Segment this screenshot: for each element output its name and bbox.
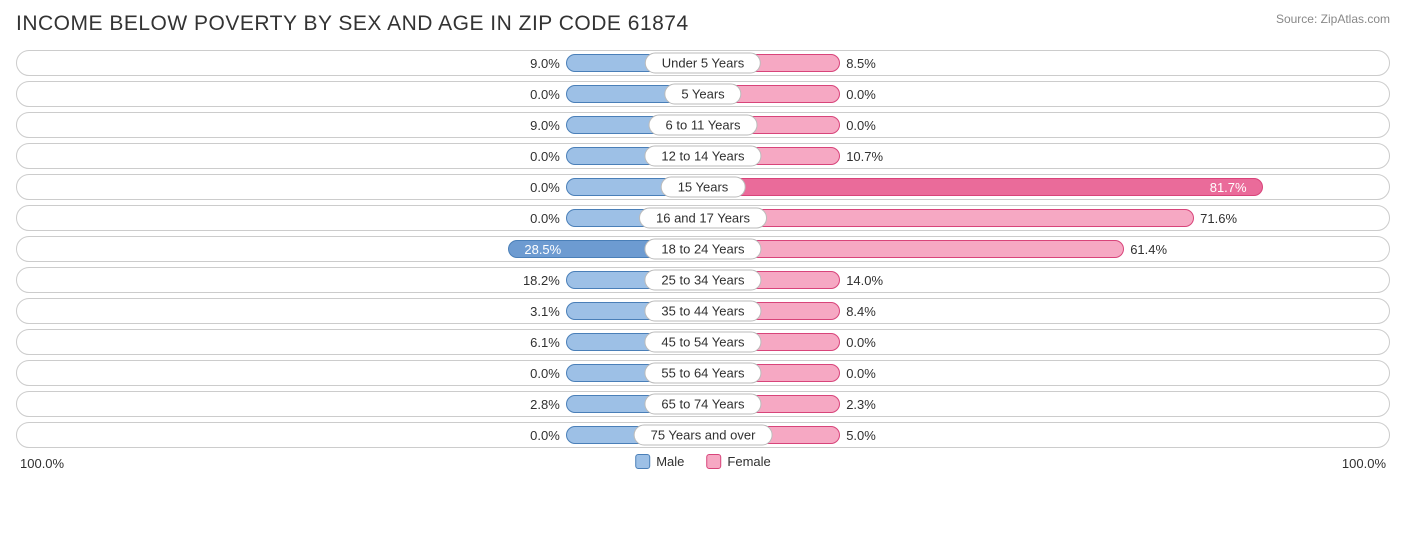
- value-label-female: 81.7%: [1210, 175, 1257, 199]
- chart-footer: 100.0% Male Female 100.0%: [16, 454, 1390, 476]
- chart-container: INCOME BELOW POVERTY BY SEX AND AGE IN Z…: [0, 0, 1406, 559]
- value-label-male: 6.1%: [530, 330, 566, 354]
- value-label-male: 0.0%: [530, 144, 566, 168]
- value-label-female: 5.0%: [840, 423, 876, 447]
- value-label-female: 71.6%: [1194, 206, 1237, 230]
- value-label-male: 0.0%: [530, 206, 566, 230]
- table-row: 0.0% 81.7% 15 Years: [16, 174, 1390, 200]
- bar-female: [703, 209, 1194, 227]
- legend-label-female: Female: [727, 454, 770, 469]
- category-label: 65 to 74 Years: [644, 394, 761, 415]
- value-label-male: 3.1%: [530, 299, 566, 323]
- legend-swatch-female: [706, 454, 721, 469]
- value-label-female: 61.4%: [1124, 237, 1167, 261]
- table-row: 9.0% 0.0% 6 to 11 Years: [16, 112, 1390, 138]
- table-row: 0.0% 0.0% 5 Years: [16, 81, 1390, 107]
- category-label: 25 to 34 Years: [644, 270, 761, 291]
- legend-item-male: Male: [635, 454, 684, 469]
- value-label-male: 0.0%: [530, 82, 566, 106]
- category-label: 45 to 54 Years: [644, 332, 761, 353]
- category-label: 16 and 17 Years: [639, 208, 767, 229]
- table-row: 18.2% 14.0% 25 to 34 Years: [16, 267, 1390, 293]
- value-label-female: 8.5%: [840, 51, 876, 75]
- legend-label-male: Male: [656, 454, 684, 469]
- table-row: 3.1% 8.4% 35 to 44 Years: [16, 298, 1390, 324]
- table-row: 6.1% 0.0% 45 to 54 Years: [16, 329, 1390, 355]
- value-label-female: 0.0%: [840, 113, 876, 137]
- category-label: 18 to 24 Years: [644, 239, 761, 260]
- value-label-male: 0.0%: [530, 423, 566, 447]
- table-row: 0.0% 10.7% 12 to 14 Years: [16, 143, 1390, 169]
- category-label: 55 to 64 Years: [644, 363, 761, 384]
- value-label-female: 0.0%: [840, 361, 876, 385]
- value-label-female: 14.0%: [840, 268, 883, 292]
- legend-swatch-male: [635, 454, 650, 469]
- value-label-female: 0.0%: [840, 82, 876, 106]
- table-row: 2.8% 2.3% 65 to 74 Years: [16, 391, 1390, 417]
- category-label: Under 5 Years: [645, 53, 761, 74]
- category-label: 5 Years: [664, 84, 741, 105]
- value-label-female: 10.7%: [840, 144, 883, 168]
- value-label-male: 0.0%: [530, 361, 566, 385]
- legend-item-female: Female: [706, 454, 770, 469]
- category-label: 35 to 44 Years: [644, 301, 761, 322]
- chart-header: INCOME BELOW POVERTY BY SEX AND AGE IN Z…: [16, 12, 1390, 36]
- chart-rows: 9.0% 8.5% Under 5 Years 0.0% 0.0% 5 Years 9.0%…: [16, 50, 1390, 448]
- value-label-male: 9.0%: [530, 113, 566, 137]
- value-label-male: 0.0%: [530, 175, 566, 199]
- value-label-female: 2.3%: [840, 392, 876, 416]
- value-label-male: 2.8%: [530, 392, 566, 416]
- chart-title: INCOME BELOW POVERTY BY SEX AND AGE IN Z…: [16, 12, 689, 36]
- value-label-female: 8.4%: [840, 299, 876, 323]
- value-label-male: 9.0%: [530, 51, 566, 75]
- value-label-female: 0.0%: [840, 330, 876, 354]
- legend: Male Female: [635, 454, 771, 469]
- table-row: 0.0% 0.0% 55 to 64 Years: [16, 360, 1390, 386]
- table-row: 0.0% 5.0% 75 Years and over: [16, 422, 1390, 448]
- table-row: 9.0% 8.5% Under 5 Years: [16, 50, 1390, 76]
- category-label: 12 to 14 Years: [644, 146, 761, 167]
- chart-source: Source: ZipAtlas.com: [1276, 12, 1390, 26]
- table-row: 0.0% 71.6% 16 and 17 Years: [16, 205, 1390, 231]
- value-label-male: 18.2%: [523, 268, 566, 292]
- value-label-male: 28.5%: [514, 237, 561, 261]
- table-row: 28.5% 61.4% 18 to 24 Years: [16, 236, 1390, 262]
- category-label: 15 Years: [661, 177, 746, 198]
- axis-label-right: 100.0%: [1342, 456, 1386, 471]
- axis-label-left: 100.0%: [20, 456, 64, 471]
- bar-female: [703, 178, 1263, 196]
- bar-female: [703, 240, 1124, 258]
- category-label: 75 Years and over: [634, 425, 773, 446]
- category-label: 6 to 11 Years: [649, 115, 758, 136]
